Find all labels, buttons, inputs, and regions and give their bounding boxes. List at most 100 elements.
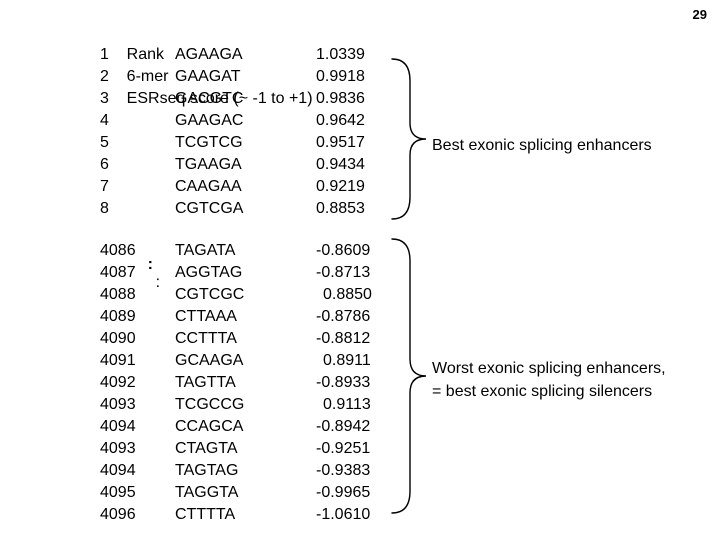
header-rank: Rank <box>126 46 165 63</box>
table-row: 3 GACGTC 0.9836 <box>100 88 372 110</box>
table-row: 4093 CTAGTA -0.9251 <box>100 438 372 460</box>
score-ellipsis: : <box>155 274 161 291</box>
page-number: 29 <box>692 7 707 22</box>
score-cell: 0.9434 <box>316 156 365 173</box>
rank-cell: 4091 <box>100 352 136 369</box>
kmer-cell: TCGCCG <box>175 396 245 413</box>
rank-cell: 2 <box>100 68 109 85</box>
table-row: 4094 TAGTAG -0.9383 <box>100 460 372 482</box>
kmer-cell: GCAAGA <box>175 352 244 369</box>
table-row: 4095 TAGGTA -0.9965 <box>100 482 372 504</box>
kmer-cell: TAGATA <box>175 242 236 259</box>
rank-cell: 4 <box>100 112 109 129</box>
kmer-cell: CGTCGA <box>175 200 244 217</box>
kmer-cell: CTTTTA <box>175 506 236 523</box>
score-cell: 0.9219 <box>316 178 365 195</box>
score-cell: 0.9113 <box>323 396 371 413</box>
worst-enhancers-line2: = best exonic splicing silencers <box>432 383 653 400</box>
rank-cell: 4089 <box>100 308 136 325</box>
table-row: 4090 CCTTTA -0.8812 <box>100 328 372 350</box>
score-cell: 0.8850 <box>323 286 372 303</box>
rank-cell: 3 <box>100 90 109 107</box>
kmer-cell: GAAGAC <box>175 112 244 129</box>
table-row: 1 AGAAGA 1.0339 <box>100 44 372 66</box>
rank-cell: 5 <box>100 134 109 151</box>
table-row: 4091 GCAAGA 0.8911 <box>100 350 372 372</box>
table-row: 6 TGAAGA 0.9434 <box>100 154 372 176</box>
rank-cell: 4094 <box>100 462 136 479</box>
rank-cell: 1 <box>100 46 109 63</box>
kmer-cell: TCGTCG <box>175 134 243 151</box>
kmer-cell: TAGTTA <box>175 374 236 391</box>
worst-enhancers-line1: Worst exonic splicing enhancers, <box>432 360 666 377</box>
score-cell: -0.9251 <box>316 440 371 457</box>
kmer-cell: CAAGAA <box>175 178 242 195</box>
separator-row: : : <box>100 220 372 291</box>
rank-cell: 4087 <box>100 264 136 281</box>
score-cell: 0.9642 <box>316 112 365 129</box>
kmer-cell: CCTTTA <box>175 330 237 347</box>
rank-cell: 4088 <box>100 286 136 303</box>
rank-cell: 4093 <box>100 396 136 413</box>
rank-cell: 4092 <box>100 374 136 391</box>
kmer-cell: AGAAGA <box>175 46 243 63</box>
score-cell: -0.9383 <box>316 462 371 479</box>
score-cell: 0.9918 <box>316 68 365 85</box>
curly-brace-best-icon <box>391 58 427 220</box>
worst-enhancers-label: Worst exonic splicing enhancers, = best … <box>432 357 666 403</box>
table-row: 4087 AGGTAG -0.8713 <box>100 262 372 284</box>
kmer-cell: AGGTAG <box>175 264 243 281</box>
kmer-cell: CCAGCA <box>175 418 244 435</box>
header-score: ESRseq score (~ -1 to +1) <box>126 90 313 107</box>
score-cell: 0.9836 <box>316 90 365 107</box>
rank-cell: 4095 <box>100 484 136 501</box>
best-enhancers-label: Best exonic splicing enhancers <box>432 137 652 154</box>
score-cell: 0.8853 <box>316 200 365 217</box>
table-row: 4088 CGTCGC 0.8850 <box>100 284 372 306</box>
top-rows-group: 1 AGAAGA 1.0339 2 GAAGAT 0.9918 3 GACGTC 0.9836 4… <box>100 44 372 220</box>
score-cell: -0.8609 <box>316 242 371 259</box>
rank-cell: 4090 <box>100 330 136 347</box>
score-cell: -0.8942 <box>316 418 371 435</box>
bottom-rows-group: 4086 TAGATA -0.8609 4087 AGGTAG -0.8713 4088 CG… <box>100 240 372 526</box>
score-cell: 0.9517 <box>316 134 365 151</box>
table-row: 2 GAAGAT 0.9918 <box>100 66 372 88</box>
table-row: 4 GAAGAC 0.9642 <box>100 110 372 132</box>
rank-cell: 7 <box>100 178 109 195</box>
header-kmer: 6-mer <box>126 68 169 85</box>
kmer-cell: GACGTC <box>175 90 244 107</box>
table-row: 4096 CTTTTA -1.0610 <box>100 504 372 526</box>
esr-score-table: Rank 6-mer ESRseq score (~ -1 to +1) 1 AG… <box>100 22 372 526</box>
score-cell: -0.9965 <box>316 484 371 501</box>
table-row: 4086 TAGATA -0.8609 <box>100 240 372 262</box>
table-row: 8 CGTCGA 0.8853 <box>100 198 372 220</box>
score-cell: -1.0610 <box>316 506 371 523</box>
kmer-cell: TGAAGA <box>175 156 242 173</box>
kmer-cell: GAAGAT <box>175 68 241 85</box>
table-row: 4094 CCAGCA -0.8942 <box>100 416 372 438</box>
kmer-cell: TAGTAG <box>175 462 239 479</box>
score-cell: 0.8911 <box>323 352 371 369</box>
rank-cell: 4086 <box>100 242 136 259</box>
rank-cell: 4096 <box>100 506 136 523</box>
kmer-cell: CTAGTA <box>175 440 238 457</box>
score-cell: 1.0339 <box>316 46 365 63</box>
score-cell: -0.8812 <box>316 330 371 347</box>
kmer-cell: CTTAAA <box>175 308 237 325</box>
rank-cell: 6 <box>100 156 109 173</box>
kmer-cell: CGTCGC <box>175 286 245 303</box>
rank-cell: 8 <box>100 200 109 217</box>
score-cell: -0.8786 <box>316 308 371 325</box>
table-row: 5 TCGTCG 0.9517 <box>100 132 372 154</box>
score-cell: -0.8713 <box>316 264 371 281</box>
table-row: 4089 CTTAAA -0.8786 <box>100 306 372 328</box>
table-row: 4092 TAGTTA -0.8933 <box>100 372 372 394</box>
kmer-cell: TAGGTA <box>175 484 239 501</box>
table-row: 7 CAAGAA 0.9219 <box>100 176 372 198</box>
rank-cell: 4094 <box>100 418 136 435</box>
table-header-row: Rank 6-mer ESRseq score (~ -1 to +1) <box>100 22 372 107</box>
table-row: 4093 TCGCCG 0.9113 <box>100 394 372 416</box>
rank-cell: 4093 <box>100 440 136 457</box>
score-cell: -0.8933 <box>316 374 371 391</box>
